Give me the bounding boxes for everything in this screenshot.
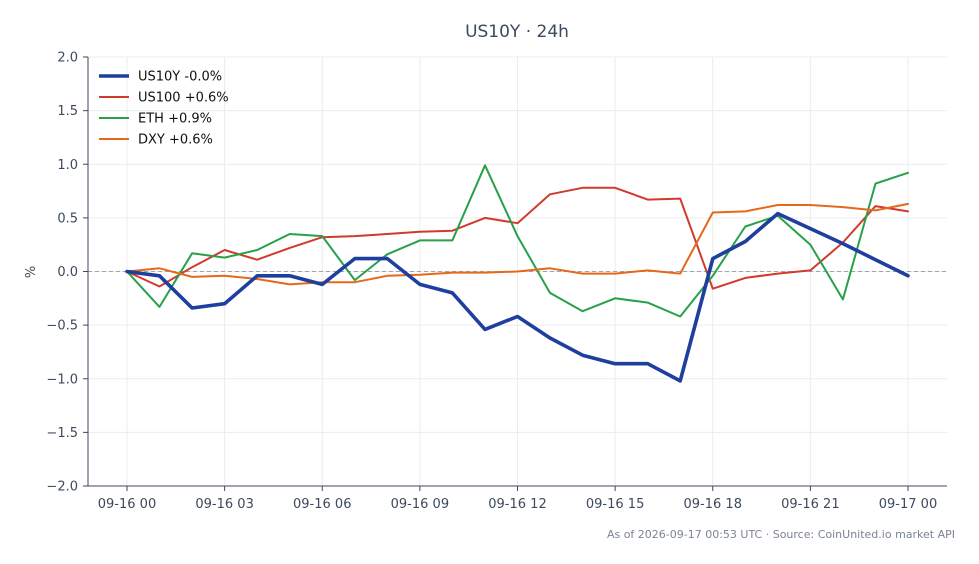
legend-label: ETH +0.9% <box>138 112 212 127</box>
series-line-0 <box>125 211 910 383</box>
y-axis-label: % <box>24 266 39 278</box>
axes: 2.0 1.5 1.0 0.5 0.0 −0.5 −1.0 −1.5 −2.0 09-16 00 0… <box>46 51 947 512</box>
y-tick-label: 1.5 <box>57 104 78 119</box>
y-tick-label: −1.5 <box>46 426 78 441</box>
y-tick-label: −1.0 <box>46 372 78 387</box>
y-tick-label: 1.0 <box>57 158 78 173</box>
x-tick-label: 09-16 21 <box>781 497 839 512</box>
x-tick-label: 09-17 00 <box>879 497 937 512</box>
x-tick-label: 09-16 03 <box>195 497 253 512</box>
y-tick-label: 2.0 <box>57 51 78 66</box>
series-line-3 <box>126 202 909 286</box>
x-tick-label: 09-16 12 <box>488 497 546 512</box>
source-footer: As of 2026-09-17 00:53 UTC · Source: Coi… <box>607 528 955 541</box>
x-tick-label: 09-16 09 <box>391 497 449 512</box>
x-tick-label: 09-16 15 <box>586 497 644 512</box>
chart-title: US10Y · 24h <box>465 22 569 42</box>
legend: US10Y -0.0% US100 +0.6% ETH +0.9% DXY +0.6% <box>99 70 229 148</box>
x-tick-label: 09-16 18 <box>684 497 742 512</box>
legend-label: US10Y -0.0% <box>138 70 222 85</box>
y-tick-label: −2.0 <box>46 480 78 495</box>
legend-label: US100 +0.6% <box>138 91 229 106</box>
legend-label: DXY +0.6% <box>138 133 213 148</box>
series-line-1 <box>126 186 909 290</box>
y-tick-label: 0.5 <box>57 211 78 226</box>
y-tick-label: −0.5 <box>46 319 78 334</box>
x-tick-label: 09-16 00 <box>98 497 156 512</box>
x-tick-label: 09-16 06 <box>293 497 351 512</box>
series-lines <box>125 164 910 383</box>
y-tick-label: 0.0 <box>57 265 78 280</box>
